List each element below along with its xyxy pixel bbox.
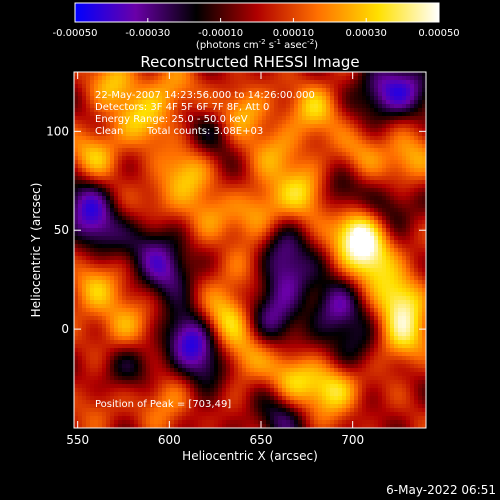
colorbar (74, 2, 440, 23)
colorbar-tick-label: -0.00050 (53, 28, 98, 39)
heatmap-image (74, 72, 426, 428)
colorbar-tick-label: 0.00050 (418, 28, 459, 39)
annotation-time-range: 22-May-2007 14:23:56.000 to 14:26:00.000 (95, 90, 315, 101)
annotation-total-counts: Total counts: 3.08E+03 (146, 126, 263, 137)
x-tick-label: 650 (250, 433, 273, 447)
axis-ticks: 550 600 650 700 0 50 100 (46, 72, 426, 447)
x-tick-label: 550 (66, 433, 89, 447)
x-tick-label: 600 (158, 433, 181, 447)
plot-frame (73, 71, 427, 429)
y-tick-label: 100 (46, 124, 69, 138)
annotation-peak-position: Position of Peak = [703,49] (95, 399, 231, 410)
y-axis-label: Heliocentric Y (arcsec) (29, 183, 43, 318)
colorbar-tick-label: 0.00010 (273, 28, 314, 39)
y-tick-label: 50 (54, 223, 69, 237)
colorbar-units-label: (photons cm-2 s-1 asec-2) (196, 38, 318, 51)
peak-marker (353, 227, 364, 238)
x-tick-label: 700 (341, 433, 364, 447)
colorbar-tick-label: -0.00010 (198, 28, 243, 39)
footer-date: 6-May-2022 06:51 (386, 483, 496, 497)
chart-title: Reconstructed RHESSI Image (140, 53, 359, 71)
colorbar-ticks: -0.00050 -0.00030 -0.00010 0.00010 0.00030 0.… (53, 18, 460, 39)
colorbar-tick-label: -0.00030 (125, 28, 170, 39)
colorbar-tick-label: 0.00030 (346, 28, 387, 39)
annotation-clean: Clean (95, 126, 123, 137)
y-tick-label: 0 (61, 322, 69, 336)
annotation-detectors: Detectors: 3F 4F 5F 6F 7F 8F, Att 0 (95, 102, 269, 113)
x-axis-label: Heliocentric X (arcsec) (182, 449, 318, 463)
annotation-energy-range: Energy Range: 25.0 - 50.0 keV (95, 114, 248, 125)
